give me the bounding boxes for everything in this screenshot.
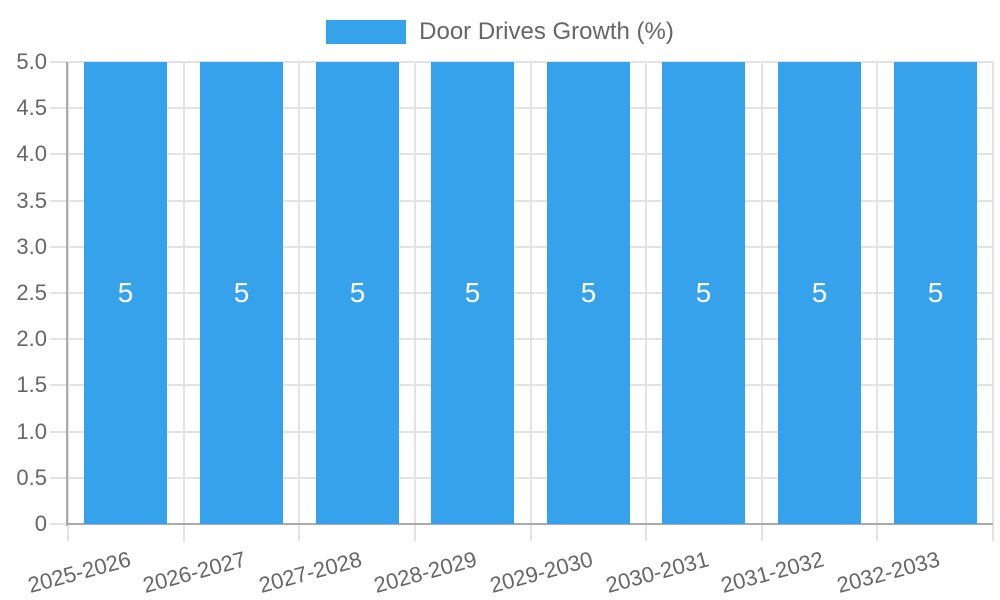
y-tick-label: 4.0 bbox=[16, 141, 47, 166]
x-gridline bbox=[992, 62, 994, 524]
x-tick-label: 2027-2028 bbox=[256, 546, 365, 598]
bar-value-label: 5 bbox=[233, 277, 250, 308]
y-tick bbox=[50, 246, 68, 248]
bar-value-label: 5 bbox=[695, 277, 712, 308]
bar bbox=[894, 62, 977, 524]
y-tick-label: 2.0 bbox=[16, 326, 47, 351]
x-tick bbox=[414, 525, 416, 541]
x-gridline bbox=[414, 62, 416, 524]
bar bbox=[662, 62, 745, 524]
y-tick-label: 1.0 bbox=[16, 419, 47, 444]
y-tick bbox=[50, 200, 68, 202]
x-tick bbox=[645, 525, 647, 541]
y-tick bbox=[50, 61, 68, 63]
y-tick-label: 3.5 bbox=[16, 188, 47, 213]
y-tick-label: 4.5 bbox=[16, 95, 47, 120]
y-tick bbox=[50, 523, 68, 525]
x-gridline bbox=[67, 62, 69, 524]
bar bbox=[200, 62, 283, 524]
y-tick bbox=[50, 292, 68, 294]
y-tick bbox=[50, 384, 68, 386]
y-tick bbox=[50, 431, 68, 433]
x-gridline bbox=[298, 62, 300, 524]
x-tick bbox=[876, 525, 878, 541]
x-gridline bbox=[761, 62, 763, 524]
y-tick-label: 0 bbox=[34, 511, 47, 536]
bar-value-label: 5 bbox=[349, 277, 366, 308]
x-axis-line bbox=[66, 523, 993, 525]
bar-value-label: 5 bbox=[117, 277, 134, 308]
y-axis-line bbox=[66, 62, 68, 526]
y-tick-label: 0.5 bbox=[16, 465, 47, 490]
bar-value-label: 5 bbox=[927, 277, 944, 308]
x-tick bbox=[992, 525, 994, 541]
bar bbox=[316, 62, 399, 524]
y-tick-label: 2.5 bbox=[16, 280, 47, 305]
bar bbox=[431, 62, 514, 524]
y-tick bbox=[50, 153, 68, 155]
x-tick-label: 2029-2030 bbox=[487, 546, 596, 598]
x-gridline bbox=[876, 62, 878, 524]
y-tick bbox=[50, 338, 68, 340]
x-tick-label: 2028-2029 bbox=[371, 546, 480, 598]
bar-value-label: 5 bbox=[811, 277, 828, 308]
bar bbox=[547, 62, 630, 524]
bar-value-label: 5 bbox=[580, 277, 597, 308]
y-tick-label: 3.0 bbox=[16, 234, 47, 259]
x-tick bbox=[298, 525, 300, 541]
x-gridline bbox=[183, 62, 185, 524]
y-tick bbox=[50, 107, 68, 109]
x-tick bbox=[761, 525, 763, 541]
legend-swatch bbox=[326, 20, 407, 44]
bar bbox=[84, 62, 167, 524]
y-tick-label: 1.5 bbox=[16, 372, 47, 397]
x-tick-label: 2032-2033 bbox=[834, 546, 943, 598]
x-tick-label: 2031-2032 bbox=[718, 546, 827, 598]
x-tick bbox=[183, 525, 185, 541]
x-tick-label: 2026-2027 bbox=[140, 546, 249, 598]
legend-label: Door Drives Growth (%) bbox=[419, 18, 674, 45]
chart-legend[interactable]: Door Drives Growth (%) bbox=[0, 18, 1000, 46]
bar bbox=[778, 62, 861, 524]
bar-value-label: 5 bbox=[464, 277, 481, 308]
y-tick bbox=[50, 477, 68, 479]
x-tick bbox=[67, 525, 69, 541]
y-tick-label: 5.0 bbox=[16, 49, 47, 74]
x-tick-label: 2025-2026 bbox=[24, 546, 133, 598]
x-gridline bbox=[530, 62, 532, 524]
x-tick-label: 2030-2031 bbox=[602, 546, 712, 598]
x-tick bbox=[530, 525, 532, 541]
x-gridline bbox=[645, 62, 647, 524]
